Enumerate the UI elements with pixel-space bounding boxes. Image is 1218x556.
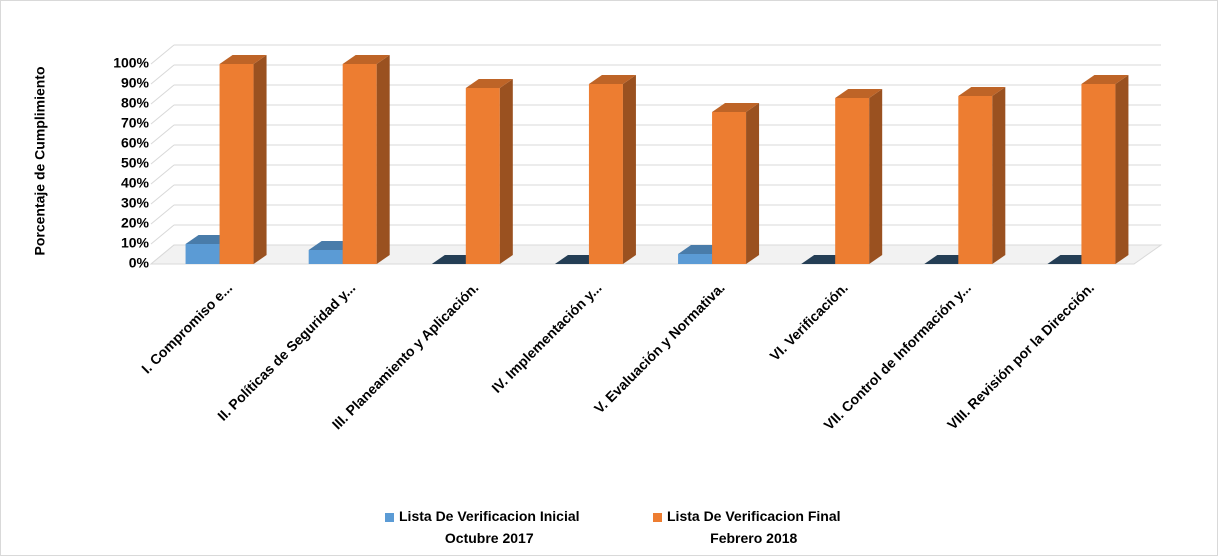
x-tick-label: VII. Control de Información y...: [820, 279, 974, 433]
y-tick-label: 20%: [121, 215, 150, 231]
legend-item: Lista De Verificacion Inicial Octubre 20…: [385, 508, 580, 549]
x-tick-label: I. Compromiso e...: [138, 279, 235, 376]
grid-line-side: [150, 84, 175, 105]
grid-line-side: [150, 184, 175, 205]
bar-side: [376, 55, 390, 264]
bar-front: [958, 96, 993, 264]
bar-side: [746, 103, 760, 264]
bar-top: [958, 87, 1006, 96]
bar-front: [342, 64, 377, 264]
legend-swatch: [385, 513, 394, 522]
x-tick-label: II. Políticas de Seguridad y...: [214, 279, 358, 423]
bar-front: [219, 64, 254, 264]
legend-label: Lista De Verificacion Final Febrero 2018: [667, 508, 841, 546]
x-tick-label: III. Planeamiento y Aplicación.: [329, 279, 482, 432]
legend-item: Lista De Verificacion Final Febrero 2018: [653, 508, 841, 549]
bar: [835, 89, 883, 264]
bar-top: [219, 55, 267, 64]
bar: [712, 103, 760, 264]
bar-top: [835, 89, 883, 98]
y-tick-label: 90%: [121, 75, 150, 91]
bar: [465, 79, 513, 264]
y-tick-label: 60%: [121, 135, 150, 151]
y-tick-label: 30%: [121, 195, 150, 211]
y-axis-label: Porcentaje de Cumplimiento: [32, 66, 48, 255]
bar: [958, 87, 1006, 264]
grid-line-side: [150, 64, 175, 85]
grid-line-side: [150, 104, 175, 125]
legend-label: Lista De Verificacion Inicial Octubre 20…: [399, 508, 580, 546]
bar-front: [835, 98, 870, 264]
grid-line-side: [150, 124, 175, 145]
bar: [219, 55, 267, 264]
bar-front: [678, 254, 713, 264]
bar-side: [1115, 75, 1129, 264]
x-tick-label: VI. Verificación.: [766, 279, 850, 363]
bar-front: [308, 250, 343, 264]
y-tick-label: 10%: [121, 235, 150, 251]
grid-line-side: [150, 44, 175, 65]
bar-front: [465, 88, 500, 264]
bar-side: [869, 89, 883, 264]
grid-line-side: [150, 164, 175, 185]
grid-line-side: [150, 224, 175, 245]
grid-line-side: [150, 204, 175, 225]
y-tick-label: 80%: [121, 95, 150, 111]
y-tick-label: 0%: [129, 255, 150, 271]
bar-side: [992, 87, 1006, 264]
y-tick-label: 100%: [113, 55, 149, 71]
bar-side: [499, 79, 513, 264]
bar: [1081, 75, 1129, 264]
grid-line-side: [150, 144, 175, 165]
y-tick-label: 40%: [121, 175, 150, 191]
bar-top: [342, 55, 390, 64]
x-tick-label: V. Evaluación y Normativa.: [591, 279, 728, 416]
bar: [588, 75, 636, 264]
bar-front: [185, 244, 220, 264]
bar-side: [253, 55, 267, 264]
bar-front: [712, 112, 747, 264]
bar-top: [1081, 75, 1129, 84]
bar-front: [588, 84, 623, 264]
y-tick-label: 70%: [121, 115, 150, 131]
x-tick-label: IV. Implementación y...: [488, 279, 604, 395]
bar-side: [622, 75, 636, 264]
legend-swatch: [653, 513, 662, 522]
bar-top: [588, 75, 636, 84]
bar-top: [712, 103, 760, 112]
bar-front: [1081, 84, 1116, 264]
bar-top: [465, 79, 513, 88]
x-tick-label: VIII. Revisión por la Dirección.: [944, 279, 1097, 432]
bar: [342, 55, 390, 264]
y-tick-label: 50%: [121, 155, 150, 171]
floor: [149, 244, 1163, 265]
